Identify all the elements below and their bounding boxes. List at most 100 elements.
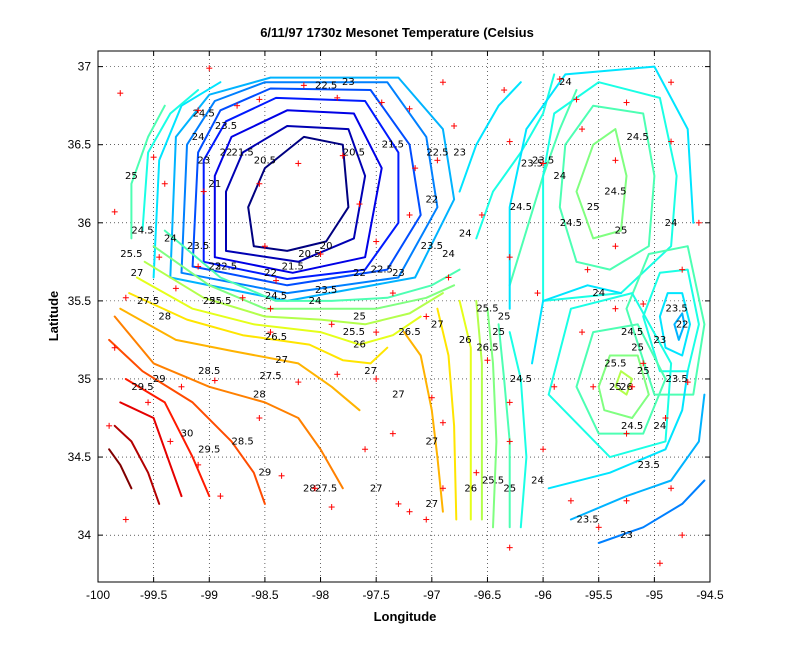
- contour-label: 24: [553, 171, 566, 182]
- contour-label: 23: [620, 530, 633, 541]
- contour-label: 24.5: [265, 291, 287, 302]
- contour-line: [569, 393, 706, 521]
- contour-label: 24: [559, 77, 572, 88]
- contour-line: [169, 76, 456, 302]
- station-marker: [695, 219, 702, 226]
- station-marker: [656, 560, 663, 567]
- contour-line: [642, 268, 700, 373]
- station-marker: [451, 122, 458, 129]
- station-marker: [579, 329, 586, 336]
- contour-label: 23.5: [665, 304, 687, 315]
- contour-line: [575, 323, 667, 435]
- station-marker: [668, 79, 675, 86]
- station-marker: [623, 497, 630, 504]
- contour-line: [119, 307, 361, 412]
- contour-label: 23: [208, 262, 221, 273]
- x-tick-label: -97.5: [363, 588, 391, 602]
- contour-label: 24: [665, 218, 678, 229]
- station-marker: [111, 208, 118, 215]
- station-marker: [373, 329, 380, 336]
- station-marker: [679, 532, 686, 539]
- contour-label: 24.5: [193, 108, 215, 119]
- station-marker: [195, 107, 202, 114]
- contour-label: 23.5: [421, 241, 443, 252]
- station-marker: [295, 379, 302, 386]
- station-marker: [378, 99, 385, 106]
- contour-line: [614, 370, 634, 396]
- station-marker: [362, 446, 369, 453]
- contour-label: 25: [353, 312, 366, 323]
- station-marker: [640, 301, 647, 308]
- contour-line: [180, 81, 439, 295]
- station-marker: [111, 344, 118, 351]
- x-tick-label: -96.5: [474, 588, 502, 602]
- station-marker: [239, 294, 246, 301]
- station-marker: [567, 497, 574, 504]
- contour-label: 25: [631, 343, 644, 354]
- contour-label: 23.5: [215, 121, 237, 132]
- contour-label: 27: [425, 436, 438, 447]
- x-tick-label: -95: [646, 588, 664, 602]
- station-marker: [534, 290, 541, 297]
- station-marker: [273, 277, 280, 284]
- station-marker: [406, 211, 413, 218]
- contour-line: [547, 292, 673, 459]
- station-marker: [122, 516, 129, 523]
- x-tick-label: -98.5: [251, 588, 279, 602]
- contour-label: 29.5: [198, 444, 220, 455]
- contour-label: 29: [153, 374, 166, 385]
- contour-label: 24.5: [604, 187, 626, 198]
- station-marker: [395, 500, 402, 507]
- contour-label: 25: [125, 171, 138, 182]
- station-marker: [172, 285, 179, 292]
- contour-label: 25: [498, 312, 511, 323]
- x-tick-label: -95.5: [585, 588, 613, 602]
- contour-label: 27.5: [259, 371, 281, 382]
- contour-label: 25: [503, 483, 516, 494]
- contour-line: [119, 401, 183, 498]
- station-marker: [439, 79, 446, 86]
- contour-label: 28: [253, 390, 266, 401]
- station-marker: [584, 266, 591, 273]
- contour-label: 25.5: [476, 304, 498, 315]
- y-axis-label: Latitude: [46, 291, 61, 342]
- station-marker: [423, 516, 430, 523]
- station-marker: [478, 211, 485, 218]
- contour-line: [597, 354, 650, 419]
- x-tick-label: -98: [312, 588, 330, 602]
- contour-label: 28: [158, 312, 171, 323]
- station-marker: [334, 371, 341, 378]
- station-marker: [234, 102, 241, 109]
- station-marker: [501, 87, 508, 94]
- contour-label: 22: [425, 194, 438, 205]
- contour-label: 28: [303, 483, 316, 494]
- station-marker: [640, 360, 647, 367]
- contour-label: 25.5: [343, 327, 365, 338]
- station-marker: [679, 266, 686, 273]
- contour-label: 20.5: [254, 155, 276, 166]
- contour-line: [152, 81, 222, 279]
- contour-line: [508, 65, 695, 310]
- contour-label: 23.5: [576, 515, 598, 526]
- station-marker: [178, 383, 185, 390]
- x-tick-label: -96: [534, 588, 552, 602]
- axis-ticks: -100 -99.5 -99 -98.5 -98 -97.5 -97 -96.5 -96 -95.…: [68, 51, 724, 602]
- x-tick-label: -99: [201, 588, 219, 602]
- station-marker: [278, 472, 285, 479]
- station-marker: [267, 329, 274, 336]
- contour-line: [113, 315, 344, 490]
- station-marker: [439, 419, 446, 426]
- y-tick-label: 36: [78, 216, 92, 230]
- station-marker: [579, 126, 586, 133]
- station-marker: [623, 99, 630, 106]
- contour-label: 24: [164, 233, 177, 244]
- station-marker: [122, 294, 129, 301]
- contour-line: [542, 81, 678, 302]
- contour-line: [531, 284, 622, 365]
- contour-label: 23: [453, 148, 466, 159]
- contour-line: [163, 229, 461, 302]
- station-marker: [145, 399, 152, 406]
- plot-frame: [97, 50, 711, 583]
- contour-label: 27: [431, 319, 444, 330]
